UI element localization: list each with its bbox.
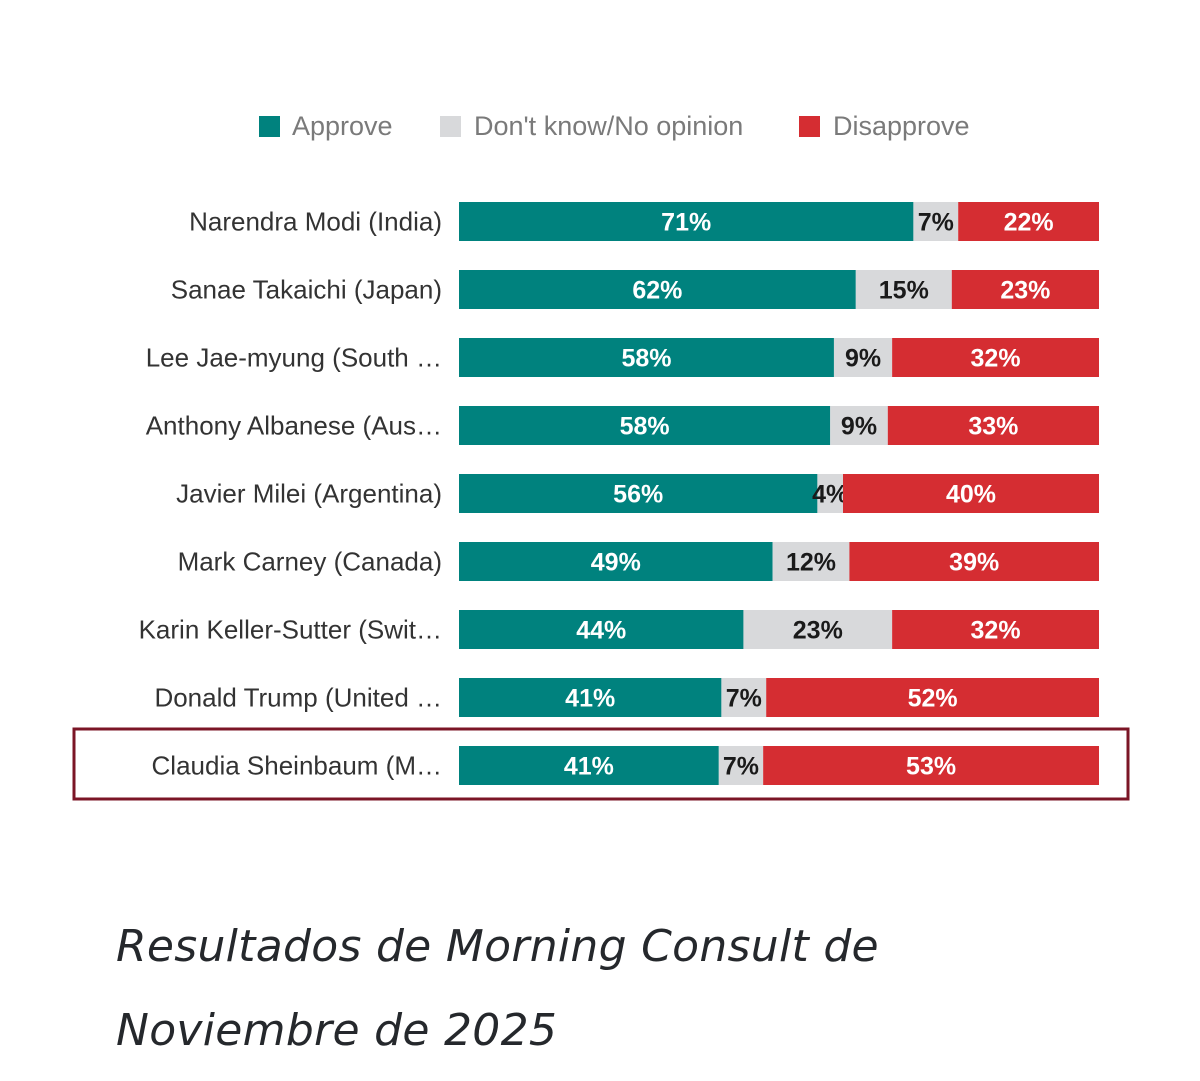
data-label-don-t-know-no-opinion: 9%	[841, 413, 877, 441]
data-label-don-t-know-no-opinion: 15%	[879, 277, 929, 305]
bar-row: Javier Milei (Argentina) 56% 4% 40%	[176, 474, 1099, 513]
data-label-don-t-know-no-opinion: 23%	[793, 617, 843, 645]
data-label-disapprove: 22%	[1004, 209, 1054, 237]
legend-label-approve: Approve	[292, 111, 393, 141]
bar-segment-don-t-know-no-opinion	[718, 746, 764, 785]
data-label-approve: 58%	[621, 345, 671, 373]
chart-rows: Narendra Modi (India) 71% 7% 22% Sanae Takai…	[139, 202, 1099, 785]
bar-segment-disapprove	[958, 202, 1099, 241]
bar-segment-don-t-know-no-opinion	[772, 542, 850, 581]
data-label-don-t-know-no-opinion: 7%	[918, 209, 954, 237]
bar-segment-approve	[459, 678, 722, 717]
data-label-don-t-know-no-opinion: 9%	[845, 345, 881, 373]
category-label: Narendra Modi (India)	[189, 207, 442, 237]
category-label: Mark Carney (Canada)	[178, 547, 442, 577]
bar-segment-disapprove	[843, 474, 1099, 513]
data-label-don-t-know-no-opinion: 4%	[812, 481, 848, 509]
highlight-box	[72, 727, 1130, 801]
bar-segment-approve	[459, 610, 744, 649]
bar-segment-don-t-know-no-opinion	[855, 270, 952, 309]
data-label-approve: 58%	[620, 413, 670, 441]
data-label-disapprove: 33%	[968, 413, 1018, 441]
data-label-disapprove: 52%	[908, 685, 958, 713]
data-label-approve: 49%	[591, 549, 641, 577]
bar-segment-disapprove	[849, 542, 1099, 581]
bar-segment-disapprove	[892, 338, 1099, 377]
bar-segment-don-t-know-no-opinion	[833, 338, 893, 377]
bar-segment-approve	[459, 202, 914, 241]
chart-caption: Resultados de Morning Consult de Noviemb…	[116, 921, 879, 1056]
data-label-disapprove: 39%	[949, 549, 999, 577]
approval-chart: Approve Don't know/No opinion Disapprove N…	[72, 111, 1130, 801]
bar-segment-approve	[459, 270, 856, 309]
bar-segment-disapprove	[766, 678, 1099, 717]
data-label-disapprove: 53%	[906, 753, 956, 781]
bar-row: Anthony Albanese (Aus… 58% 9% 33%	[146, 406, 1099, 445]
data-label-disapprove: 32%	[971, 345, 1021, 373]
legend-label-don-t-know-no-opinion: Don't know/No opinion	[474, 111, 743, 141]
bar-row: Claudia Sheinbaum (M… 41% 7% 53%	[152, 746, 1099, 785]
data-label-don-t-know-no-opinion: 7%	[723, 753, 759, 781]
data-label-disapprove: 32%	[971, 617, 1021, 645]
bar-segment-don-t-know-no-opinion	[743, 610, 893, 649]
data-label-don-t-know-no-opinion: 7%	[726, 685, 762, 713]
category-label: Javier Milei (Argentina)	[176, 479, 442, 509]
data-label-approve: 56%	[613, 481, 663, 509]
category-label: Sanae Takaichi (Japan)	[171, 275, 442, 305]
category-label: Lee Jae-myung (South …	[146, 343, 442, 373]
legend-swatch-disapprove	[799, 116, 820, 137]
legend-label-disapprove: Disapprove	[833, 111, 970, 141]
data-label-disapprove: 40%	[946, 481, 996, 509]
data-label-don-t-know-no-opinion: 12%	[786, 549, 836, 577]
data-label-approve: 41%	[565, 685, 615, 713]
category-label: Karin Keller-Sutter (Swit…	[139, 615, 442, 645]
bar-row: Narendra Modi (India) 71% 7% 22%	[189, 202, 1099, 241]
bar-segment-don-t-know-no-opinion	[817, 474, 843, 513]
bar-segment-approve	[459, 338, 834, 377]
category-label: Donald Trump (United …	[154, 683, 442, 713]
data-label-approve: 62%	[632, 277, 682, 305]
bar-segment-approve	[459, 406, 831, 445]
bar-row: Karin Keller-Sutter (Swit… 44% 23% 32%	[139, 610, 1099, 649]
data-label-approve: 71%	[661, 209, 711, 237]
bar-segment-don-t-know-no-opinion	[913, 202, 959, 241]
data-label-disapprove: 23%	[1000, 277, 1050, 305]
bar-row: Mark Carney (Canada) 49% 12% 39%	[178, 542, 1099, 581]
data-label-approve: 44%	[576, 617, 626, 645]
bar-segment-don-t-know-no-opinion	[830, 406, 888, 445]
category-label: Anthony Albanese (Aus…	[146, 411, 442, 441]
bar-row: Donald Trump (United … 41% 7% 52%	[154, 678, 1099, 717]
bar-segment-disapprove	[887, 406, 1099, 445]
bar-segment-disapprove	[763, 746, 1099, 785]
bar-segment-disapprove	[951, 270, 1099, 309]
bar-segment-approve	[459, 542, 773, 581]
bar-row: Lee Jae-myung (South … 58% 9% 32%	[146, 338, 1099, 377]
bar-segment-disapprove	[892, 610, 1099, 649]
bar-segment-approve	[459, 746, 719, 785]
bar-segment-don-t-know-no-opinion	[721, 678, 767, 717]
chart-legend: Approve Don't know/No opinion Disapprove	[259, 111, 970, 141]
data-label-approve: 41%	[564, 753, 614, 781]
category-label: Claudia Sheinbaum (M…	[152, 751, 442, 781]
bar-segment-approve	[459, 474, 818, 513]
legend-swatch-approve	[259, 116, 280, 137]
legend-swatch-don-t-know-no-opinion	[440, 116, 461, 137]
bar-row: Sanae Takaichi (Japan) 62% 15% 23%	[171, 270, 1099, 309]
